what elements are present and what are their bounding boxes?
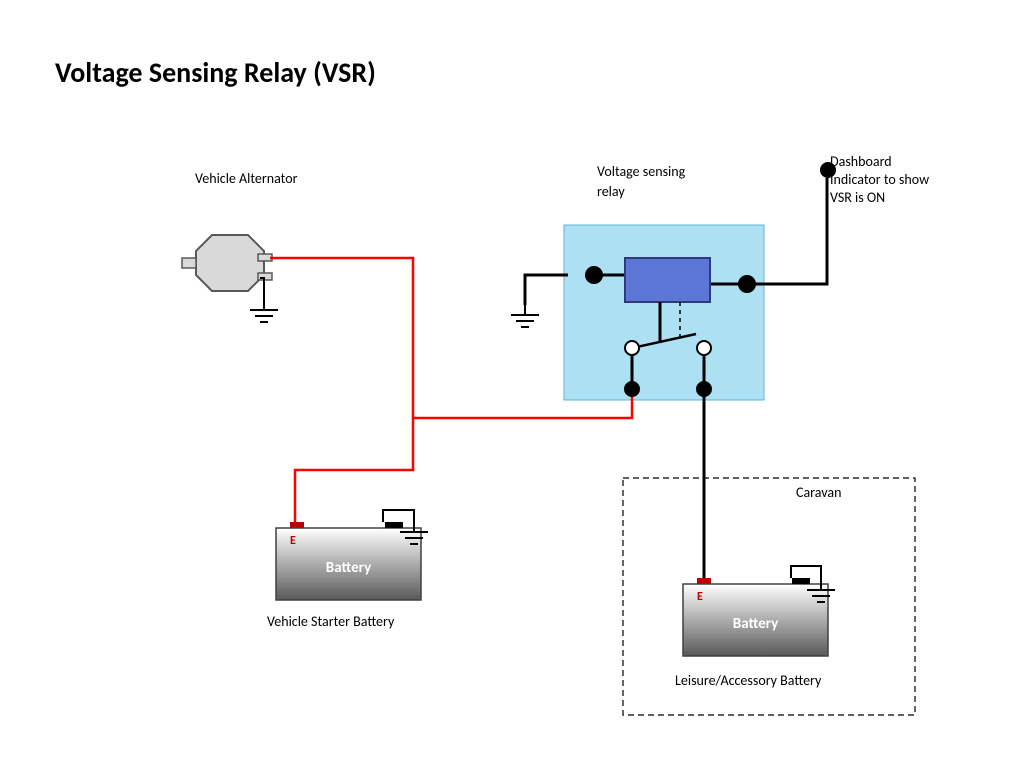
starter-battery-pos-terminal [290, 522, 304, 528]
relay-box [564, 225, 764, 400]
wire [755, 178, 827, 284]
node-n4 [696, 381, 712, 397]
starter-battery-label: Battery [326, 559, 372, 577]
dashboard-indicator [820, 162, 836, 178]
leisure-battery-e: E [697, 590, 703, 604]
node-n1 [585, 266, 603, 284]
diagram-canvas: Voltage Sensing Relay (VSR) Vehicle Alte… [0, 0, 1019, 782]
node-sw_r [697, 341, 711, 355]
leisure-battery-neg-terminal [792, 578, 810, 584]
starter-battery-neg-terminal [385, 522, 403, 528]
starter-battery-e: E [290, 534, 296, 548]
ground-wire [383, 510, 414, 522]
ground-wire [791, 566, 821, 580]
diagram-svg: Battery E Battery E [0, 0, 1019, 782]
ground-wire [260, 278, 264, 300]
node-n3 [624, 381, 640, 397]
wire-positive [295, 418, 413, 522]
node-sw_l [625, 341, 639, 355]
leisure-battery-pos-terminal [697, 578, 711, 584]
wire [525, 275, 568, 305]
node-n2 [738, 275, 756, 293]
relay-coil [625, 258, 710, 302]
alternator-body [196, 235, 264, 291]
leisure-battery-label: Battery [733, 615, 779, 633]
